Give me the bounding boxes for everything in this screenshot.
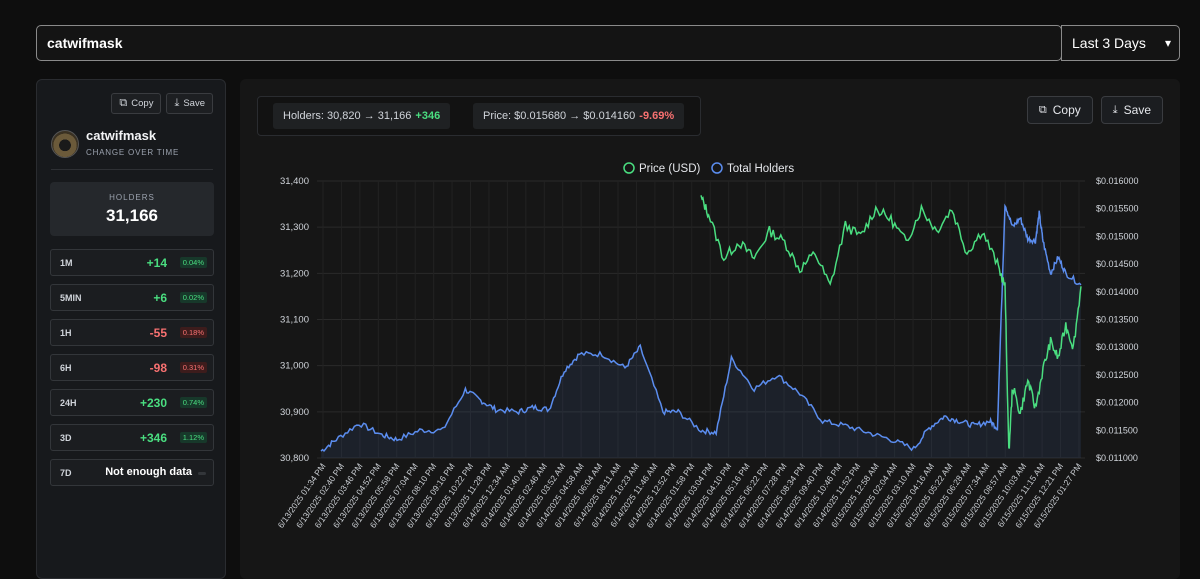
y-left-tick-label: 31,400: [280, 176, 309, 187]
change-row-label: 1M: [60, 258, 73, 268]
range-select[interactable]: Last 3 Days ▾: [1061, 25, 1180, 61]
chart-copy-label: Copy: [1052, 103, 1081, 117]
sidebar-save-label: Save: [183, 98, 205, 109]
chart-actions: ⧉ Copy ⤓ Save: [1026, 96, 1163, 124]
change-row-value: Not enough data: [105, 466, 192, 478]
change-row-label: 7D: [60, 468, 72, 478]
legend-price-marker: [623, 162, 635, 174]
y-right-tick-label: $0.014500: [1096, 259, 1139, 269]
holders-stat: Holders: 30,820 → 31,166 +346: [273, 103, 451, 129]
y-right-tick-label: $0.013000: [1096, 342, 1139, 352]
change-row-pct: 1.12%: [179, 432, 207, 443]
y-right-tick-label: $0.015000: [1096, 231, 1139, 241]
download-icon: ⤓: [174, 97, 180, 109]
holders-area: [321, 206, 1081, 458]
change-row-label: 6H: [60, 363, 72, 373]
change-row-value: -98: [149, 361, 167, 375]
sidebar-copy-label: Copy: [131, 98, 154, 109]
holders-card: HOLDERS 31,166: [50, 182, 214, 236]
stats-bar: Holders: 30,820 → 31,166 +346 Price: $0.0…: [257, 96, 701, 136]
y-left-tick-label: 31,300: [280, 222, 309, 233]
change-row-pct: 0.31%: [179, 362, 207, 373]
y-left-tick-label: 30,900: [280, 407, 309, 418]
token-name: catwifmask: [86, 128, 157, 143]
change-row-pct: 0.04%: [179, 257, 207, 268]
holders-label: HOLDERS: [109, 193, 155, 202]
copy-icon: ⧉: [1038, 103, 1047, 116]
y-right-tick-label: $0.011500: [1096, 425, 1138, 435]
chevron-down-icon: ▾: [1164, 36, 1171, 50]
chart-save-button[interactable]: ⤓ Save: [1100, 96, 1163, 124]
change-row-1m: 1M +14 0.04%: [50, 249, 214, 276]
change-row-pct: 0.02%: [179, 292, 207, 303]
change-row-pct: [198, 472, 206, 475]
y-left-tick-label: 31,200: [280, 268, 309, 279]
y-right-tick-label: $0.012000: [1096, 398, 1139, 408]
sidebar-panel: ⧉ Copy ⤓ Save catwifmask CHANGE OVER TIM…: [36, 79, 226, 579]
change-row-1h: 1H -55 0.18%: [50, 319, 214, 346]
search-input[interactable]: catwifmask: [36, 25, 1062, 61]
download-icon: ⤓: [1112, 103, 1118, 116]
holders-stat-text: Holders: 30,820 → 31,166: [283, 110, 412, 122]
holders-series-line: [320, 203, 1082, 452]
y-right-tick-label: $0.013500: [1096, 315, 1139, 325]
change-row-5min: 5MIN +6 0.02%: [50, 284, 214, 311]
change-row-pct: 0.18%: [179, 327, 207, 338]
price-stat: Price: $0.015680 → $0.014160 -9.69%: [473, 103, 685, 129]
holders-value: 31,166: [106, 206, 158, 225]
sidebar-actions: ⧉ Copy ⤓ Save: [111, 93, 213, 114]
y-right-tick-label: $0.016000: [1096, 176, 1139, 186]
y-left-tick-label: 31,000: [280, 361, 309, 372]
chart-save-label: Save: [1123, 103, 1151, 117]
price-stat-text: Price: $0.015680 → $0.014160: [483, 110, 636, 122]
holders-stat-delta: +346: [415, 110, 441, 122]
change-row-7d: 7D Not enough data: [50, 459, 214, 486]
legend-holders-marker: [711, 162, 723, 174]
change-row-3d: 3D +346 1.12%: [50, 424, 214, 451]
change-row-pct: 0.74%: [179, 397, 207, 408]
sidebar-copy-button[interactable]: ⧉ Copy: [111, 93, 162, 114]
legend-holders-label: Total Holders: [727, 163, 794, 175]
legend-price-label: Price (USD): [639, 163, 701, 175]
sidebar-save-button[interactable]: ⤓ Save: [166, 93, 213, 114]
change-row-6h: 6H -98 0.31%: [50, 354, 214, 381]
copy-icon: ⧉: [119, 97, 128, 109]
y-right-tick-label: $0.011000: [1096, 453, 1138, 463]
token-subtitle: CHANGE OVER TIME: [86, 148, 180, 157]
change-rows: 1M +14 0.04% 5MIN +6 0.02% 1H -55 0.18% 6H -98 0.31…: [50, 249, 214, 494]
chart-copy-button[interactable]: ⧉ Copy: [1026, 96, 1093, 124]
change-row-value: +346: [139, 431, 167, 445]
y-left-tick-label: 30,800: [280, 453, 309, 464]
change-row-value: +6: [153, 291, 167, 305]
top-bar: catwifmask Last 3 Days ▾: [36, 25, 1180, 61]
y-left-tick-label: 31,100: [280, 315, 309, 326]
y-right-tick-label: $0.015500: [1096, 204, 1139, 214]
price-series-line: [700, 195, 1082, 449]
change-row-value: +14: [146, 256, 167, 270]
change-row-label: 3D: [60, 433, 72, 443]
change-row-label: 1H: [60, 328, 72, 338]
range-select-value: Last 3 Days: [1072, 35, 1146, 51]
token-header: catwifmask CHANGE OVER TIME: [51, 128, 213, 170]
avatar: [51, 130, 79, 158]
change-row-label: 24H: [60, 398, 77, 408]
change-row-24h: 24H +230 0.74%: [50, 389, 214, 416]
change-row-value: -55: [149, 326, 167, 340]
y-right-tick-label: $0.014000: [1096, 287, 1139, 297]
change-row-value: +230: [139, 396, 167, 410]
price-stat-delta: -9.69%: [639, 110, 675, 122]
change-row-label: 5MIN: [60, 293, 82, 303]
y-right-tick-label: $0.012500: [1096, 370, 1139, 380]
